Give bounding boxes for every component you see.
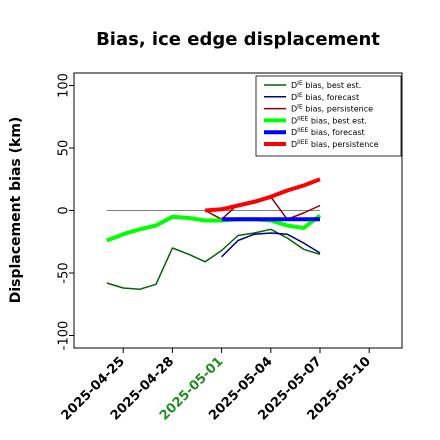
series-line-ie-bias-forecast <box>221 232 321 258</box>
y-tick-label: -50 <box>57 262 72 283</box>
y-tick-label: 50 <box>57 140 72 157</box>
y-tick-label: 100 <box>57 73 72 98</box>
legend-entry: DIE bias, forecast <box>291 92 359 102</box>
legend-entry: DIIEE bias, forecast <box>291 127 365 137</box>
y-tick-label: 0 <box>57 206 72 214</box>
legend-entry: DIIEE bias, persistence <box>291 139 379 149</box>
series-line-ie-bias-best-est <box>106 228 321 291</box>
series-line-iiee-bias-persistence <box>205 177 321 213</box>
series-line-iiee-bias-best-est <box>106 213 322 243</box>
y-axis: 100 50 0 -50 -100 <box>57 73 74 351</box>
plot-area <box>106 177 322 291</box>
chart-title: Bias, ice edge displacement <box>96 29 380 50</box>
x-axis: 2025-04-252025-04-282025-05-012025-05-04… <box>59 348 374 424</box>
legend: DIE bias, best est. DIE bias, forecast DIE… <box>255 75 402 157</box>
legend-entry: DIE bias, best est. <box>291 80 361 90</box>
legend-entry: DIIEE bias, best est. <box>291 115 367 125</box>
y-tick-label: -100 <box>57 321 72 351</box>
y-axis-label: Displacement bias (km) <box>8 117 24 304</box>
legend-entry: DIE bias, persistence <box>291 104 373 114</box>
